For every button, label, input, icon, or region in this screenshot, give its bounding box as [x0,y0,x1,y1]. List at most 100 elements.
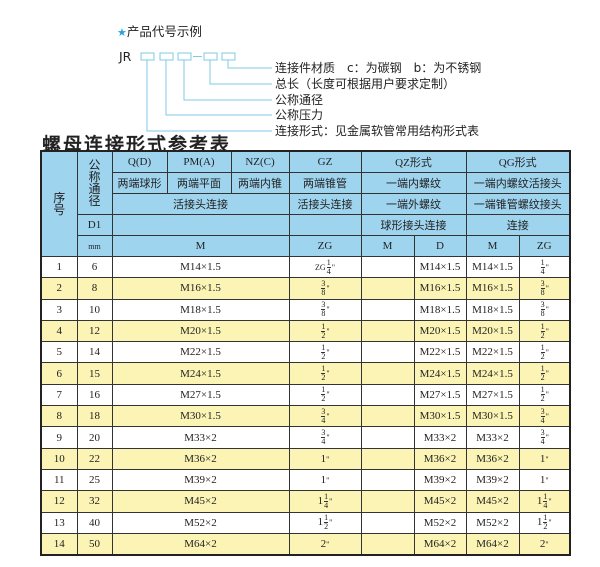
cell-no: 3 [40,298,78,321]
cell-qg-zg: 1 1 4 " [518,490,571,513]
denominator: 4 [326,266,331,276]
whole-part: 1 [539,474,546,487]
cell-qz-d: M22×1.5 [413,341,467,364]
cell-zg: 3 4 " [288,405,362,428]
cell-m: M52×2 [111,511,290,534]
cell-qg-m: M20×1.5 [465,319,520,343]
numerator: 3 [321,278,326,289]
zg-prefix: ZG [315,262,326,272]
inch-mark: " [545,411,549,421]
inch-mark: " [545,540,549,549]
table-row: 5 14 M22×1.5 1 2 " M22×1.5 M22×1.5 1 2 " [40,341,571,364]
cell-m: M39×2 [111,468,290,492]
header-zg: ZG [288,235,362,257]
cell-m: M27×1.5 [111,383,290,407]
header-nominal: 公称通径 [76,150,113,215]
denominator: 2 [540,330,545,340]
cell-zg: 3 8 " [288,298,362,321]
cell-qg-zg: 1 4 " [518,255,571,279]
numerator: 1 [543,513,548,524]
cell-qz-d: M33×2 [413,426,467,449]
cell-zg: 3 4 " [288,426,362,449]
header-qz-d: D [413,235,467,257]
cell-qg-m: M14×1.5 [465,255,520,279]
cell-qg-zg: 3 4 " [518,426,571,449]
cell-nominal: 20 [76,426,113,449]
denominator: 4 [543,500,548,510]
inch-mark: " [548,518,552,528]
table-row: 14 50 M64×2 2" M64×2 M64×2 2" [40,532,571,556]
cell-m: M36×2 [111,447,290,470]
inch-mark: " [326,411,330,421]
cell-nominal: 25 [76,468,113,492]
cell-no: 2 [40,277,78,300]
header-qg-zg: ZG [518,235,571,257]
cell-qg-zg: 1" [518,468,571,492]
denominator: 2 [324,522,329,532]
label-length: 总长（长度可根据用户要求定制） [275,77,456,91]
denominator: 2 [540,351,545,361]
label-diameter: 公称通径 [275,93,324,107]
code-prefix: JR [119,49,132,64]
table-row: 2 8 M16×1.5 3 8 " M16×1.5 M16×1.5 3 8 " [40,277,571,300]
cell-qz-m [360,319,415,343]
code-connector-diagram [140,52,272,132]
cell-qz-m [360,383,415,407]
header-qz-desc: 一端内螺纹 [360,172,467,194]
inch-mark: " [326,283,330,293]
inch-mark: " [329,518,333,528]
cell-qz-m [360,405,415,428]
inch-mark: " [326,454,330,464]
cell-qg-m: M16×1.5 [465,277,520,300]
numerator: 1 [540,321,545,332]
header-gz: GZ [288,150,362,173]
cell-nominal: 8 [76,277,113,300]
cell-m: M30×1.5 [111,405,290,428]
numerator: 3 [540,278,545,289]
product-code-example-title: ★产品代号示例 [117,21,202,40]
code-box-length [203,52,218,61]
table-row: 9 20 M33×2 3 4 " M33×2 M33×2 3 4 " [40,426,571,449]
denominator: 4 [321,415,326,425]
table-row: 13 40 M52×2 1 1 2 " M52×2 M52×2 1 1 2 " [40,511,571,534]
inch-mark: " [545,476,549,486]
cell-qz-d: M36×2 [413,447,467,470]
cell-qg-zg: 2" [518,532,571,556]
inch-mark: " [329,496,333,506]
table-row: 1 6 M14×1.5 ZG 1 4 " M14×1.5 M14×1.5 1 4 " [40,255,571,279]
denominator: 2 [321,394,326,404]
whole-part: 1 [539,452,546,465]
cell-m: M22×1.5 [111,341,290,364]
cell-no: 4 [40,319,78,343]
cell-zg: ZG 1 4 " [288,255,362,279]
cell-qz-m [360,532,415,556]
header-nz: NZ(C) [230,150,290,173]
header-qz: QZ形式 [360,150,467,173]
header-seq: 序号 [40,150,78,257]
cell-qg-m: M30×1.5 [465,405,520,428]
code-box-material [221,52,236,61]
cell-nominal: 22 [76,447,113,470]
cell-zg: 1 1 4 " [288,490,362,513]
cell-qg-zg: 3 8 " [518,298,571,321]
header-blank-gz [288,214,362,236]
table-row: 4 12 M20×1.5 1 2 " M20×1.5 M20×1.5 1 2 " [40,319,571,343]
cell-qg-m: M36×2 [465,447,520,470]
denominator: 4 [321,437,326,447]
header-nz-desc: 两端内锥 [230,172,290,194]
cell-qg-m: M18×1.5 [465,298,520,321]
cell-m: M18×1.5 [111,298,290,321]
header-mm: mm [76,235,113,257]
denominator: 8 [540,287,545,297]
cell-qg-m: M39×2 [465,468,520,492]
